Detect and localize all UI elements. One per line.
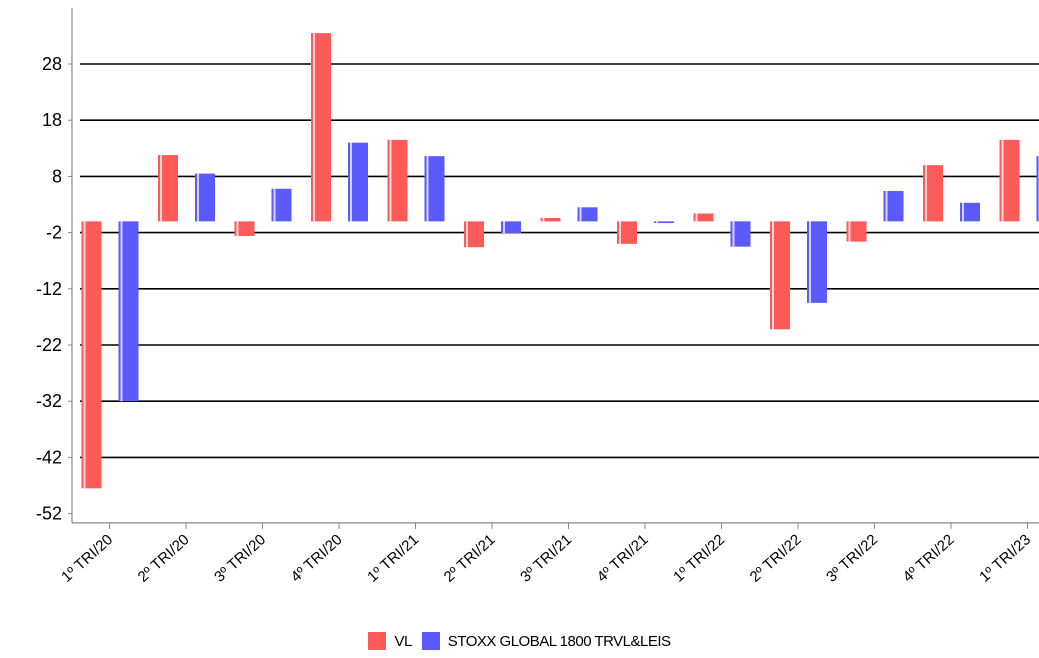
- bar-highlight: [160, 155, 162, 222]
- bar-stoxx: [424, 156, 445, 222]
- y-tick-label: 18: [42, 110, 62, 130]
- bar-stoxx: [271, 188, 292, 222]
- legend-label-stoxx: STOXX GLOBAL 1800 TRVL&LEIS: [447, 632, 671, 650]
- bar-stoxx: [577, 207, 598, 222]
- bar-highlight: [656, 221, 658, 224]
- bar-highlight: [732, 221, 735, 247]
- x-tick-label: 1º TRI/22: [670, 531, 728, 586]
- x-tick-label: 1º TRI/20: [58, 531, 116, 586]
- bar-vl: [464, 221, 484, 248]
- bar-stoxx: [348, 142, 368, 222]
- bar-stoxx: [654, 221, 674, 224]
- bar-highlight: [503, 221, 505, 234]
- y-tick-label: -12: [36, 279, 62, 299]
- bar-highlight: [809, 221, 811, 303]
- bar-stoxx: [807, 221, 827, 303]
- bar-highlight: [772, 221, 774, 330]
- bar-highlight: [695, 213, 698, 222]
- bar-vl: [540, 217, 561, 222]
- bar-highlight: [1001, 139, 1004, 222]
- bar-stoxx: [1036, 156, 1039, 222]
- bar-highlight: [389, 139, 392, 222]
- bar-highlight: [579, 207, 582, 222]
- bar-highlight: [120, 221, 123, 402]
- x-tick-label: 2º TRI/21: [441, 531, 499, 586]
- bar-stoxx: [883, 191, 904, 222]
- x-tick-label: 2º TRI/20: [135, 531, 193, 586]
- bar-highlight: [313, 33, 315, 222]
- y-tick-label: -42: [36, 447, 62, 467]
- y-tick-label: -22: [36, 335, 62, 355]
- bar-vl: [999, 139, 1020, 222]
- bar-highlight: [962, 202, 964, 222]
- x-tick-label: 1º TRI/21: [364, 531, 422, 586]
- x-tick-label: 2º TRI/22: [747, 531, 805, 586]
- bar-vl: [846, 221, 867, 242]
- legend-swatch-stoxx: [421, 632, 440, 650]
- y-tick-label: 8: [52, 166, 62, 186]
- bar-stoxx: [960, 202, 980, 222]
- bar-stoxx: [501, 221, 521, 234]
- bar-highlight: [236, 221, 239, 236]
- x-tick-label: 4º TRI/20: [288, 531, 346, 586]
- y-tick-label: -32: [36, 391, 62, 411]
- bar-highlight: [542, 217, 545, 222]
- legend: VL STOXX GLOBAL 1800 TRVL&LEIS: [0, 632, 1039, 650]
- legend-label-vl: VL: [394, 632, 412, 650]
- bar-highlight: [619, 221, 621, 244]
- bar-vl: [923, 165, 943, 222]
- bar-stoxx: [730, 221, 751, 247]
- y-tick-label: -52: [36, 504, 62, 524]
- bar-highlight: [466, 221, 468, 248]
- bar-highlight: [426, 156, 429, 222]
- bar-vl: [770, 221, 790, 330]
- bar-highlight: [350, 142, 352, 222]
- x-tick-label: 3º TRI/21: [517, 531, 575, 586]
- bar-vl: [158, 155, 178, 222]
- bar-highlight: [83, 221, 86, 489]
- bar-stoxx: [195, 173, 215, 222]
- x-tick-label: 3º TRI/20: [211, 531, 269, 586]
- bar-highlight: [885, 191, 888, 222]
- bar-vl: [311, 33, 331, 222]
- bar-vl: [617, 221, 637, 244]
- bar-stoxx: [118, 221, 139, 402]
- bar-highlight: [197, 173, 199, 222]
- bar-highlight: [848, 221, 851, 242]
- legend-item-vl: VL: [368, 632, 412, 650]
- x-tick-label: 3º TRI/22: [823, 531, 881, 586]
- chart-svg: 28 18 8 -2 -12 -22 -32 -42 -52 1º TRI/20 2º TRI/20…: [36, 8, 1039, 586]
- y-tick-label: -2: [46, 223, 62, 243]
- bar-highlight: [273, 188, 276, 222]
- bar-vl: [81, 221, 102, 489]
- x-tick-label: 4º TRI/22: [900, 531, 958, 586]
- x-tick-label: 4º TRI/21: [594, 531, 652, 586]
- y-tick-label: 28: [42, 54, 62, 74]
- legend-item-stoxx: STOXX GLOBAL 1800 TRVL&LEIS: [421, 632, 671, 650]
- legend-swatch-vl: [368, 632, 387, 650]
- bar-highlight: [925, 165, 927, 222]
- bar-vl: [234, 221, 255, 236]
- bar-vl: [387, 139, 408, 222]
- x-tick-label: 1º TRI/23: [976, 531, 1034, 586]
- bar-vl: [693, 213, 714, 222]
